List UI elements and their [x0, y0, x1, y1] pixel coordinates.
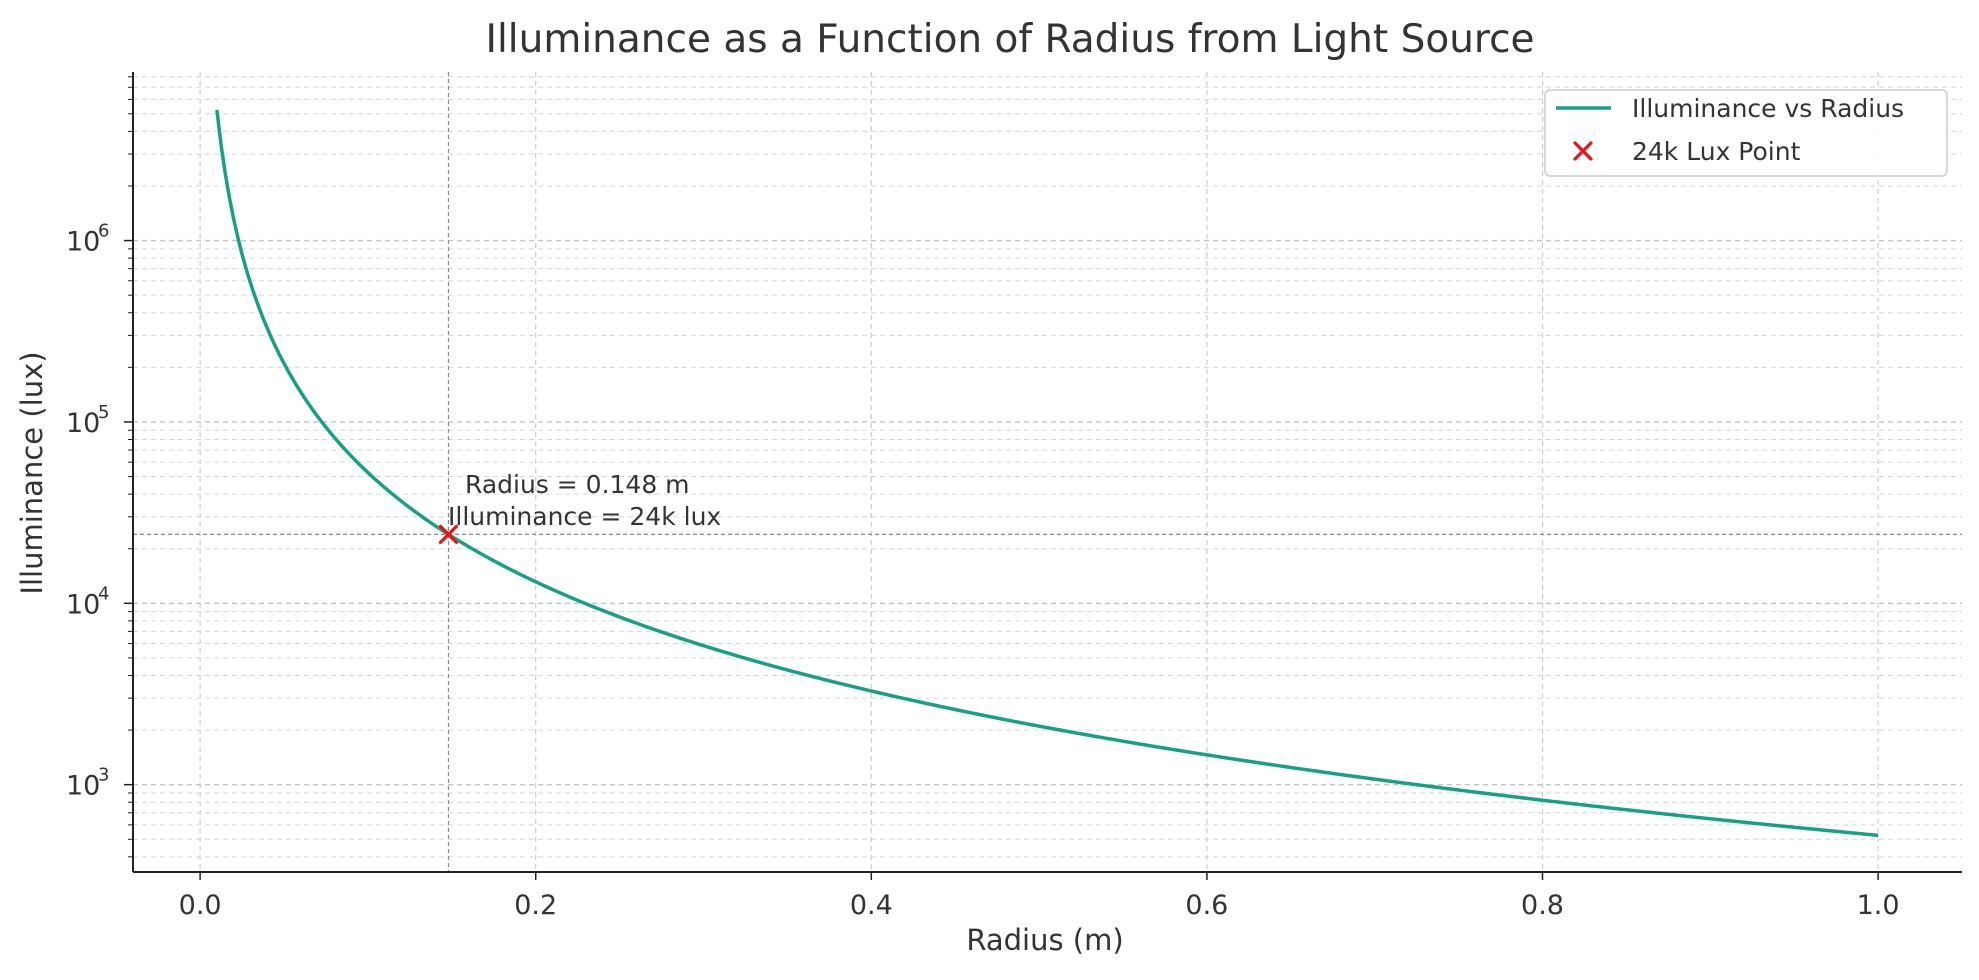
y-tick-label-1: 10	[66, 589, 100, 620]
legend-entry-illuminance: Illuminance vs Radius	[1632, 94, 1904, 123]
x-tick-label-4: 0.8	[1521, 890, 1564, 921]
x-tick-label-2: 0.4	[850, 890, 893, 921]
y-tick-label-2: 10	[66, 408, 100, 439]
axes	[124, 72, 1962, 880]
y-tick-exponent-3: 6	[98, 221, 109, 242]
x-axis-label: Radius (m)	[966, 923, 1123, 957]
marker-x-stroke-b	[438, 524, 459, 544]
series-line-illuminance	[215, 109, 1879, 838]
y-tick-exponent-2: 5	[98, 402, 109, 423]
y-tick-label-3: 10	[66, 227, 100, 258]
annotation-illuminance: Illuminance = 24k lux	[448, 502, 721, 531]
x-tick-label-1: 0.2	[514, 890, 557, 921]
x-tick-label-3: 0.6	[1185, 890, 1228, 921]
x-tick-label-0: 0.0	[179, 890, 222, 921]
legend-marker-swatch	[1573, 141, 1593, 161]
annotation-radius: Radius = 0.148 m	[465, 470, 690, 499]
marker-24k-lux-point	[438, 524, 459, 544]
reference-lines	[133, 72, 1962, 872]
grid-lines	[133, 72, 1962, 872]
y-tick-exponent-1: 4	[98, 583, 109, 604]
y-axis-label: Illuminance (lux)	[15, 351, 49, 594]
y-tick-label-0: 10	[66, 771, 100, 802]
x-tick-label-5: 1.0	[1857, 890, 1900, 921]
chart-title: Illuminance as a Function of Radius from…	[485, 17, 1534, 62]
y-tick-exponent-0: 3	[98, 765, 109, 786]
legend: Illuminance vs Radius 24k Lux Point	[1544, 89, 1948, 177]
legend-entry-24k-point: 24k Lux Point	[1632, 137, 1801, 166]
legend-marker-x-stroke-b	[1573, 141, 1593, 161]
